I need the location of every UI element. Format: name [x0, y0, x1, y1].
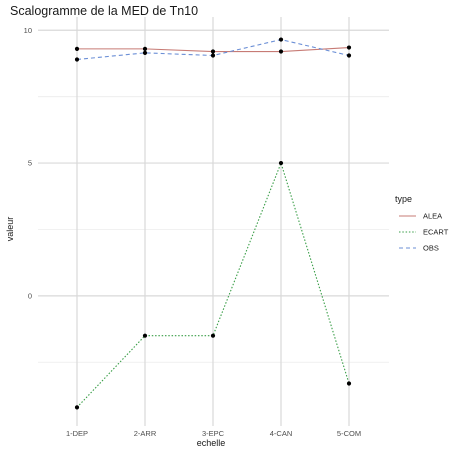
data-point-ecart	[278, 160, 284, 166]
data-point-ecart	[210, 333, 216, 338]
x-axis-ticks: 1-DEP 2-ARR 3-EPC 4-CAN 5-COM	[66, 429, 361, 438]
data-point-obs	[142, 50, 148, 55]
data-point-alea	[210, 49, 216, 54]
data-point-obs	[74, 57, 80, 62]
legend-label-obs: OBS	[423, 244, 439, 253]
grid	[38, 17, 389, 426]
points-layer	[74, 37, 352, 410]
x-tick-label: 4-CAN	[270, 429, 293, 438]
legend-label-ecart: ECART	[423, 228, 449, 237]
data-point-obs	[210, 53, 216, 58]
data-point-obs	[346, 53, 352, 58]
x-tick-label: 3-EPC	[202, 429, 225, 438]
data-point-alea	[74, 46, 80, 51]
legend-label-alea: ALEA	[423, 212, 442, 221]
series-line-ecart	[76, 161, 350, 408]
data-point-obs	[278, 37, 284, 42]
y-tick-label: 0	[28, 291, 32, 300]
data-point-alea	[142, 46, 148, 51]
y-axis-ticks: 10 5 0	[24, 26, 32, 301]
data-point-alea	[278, 49, 284, 54]
y-tick-label: 10	[24, 26, 32, 35]
legend-title: type	[395, 194, 412, 204]
x-tick-label: 5-COM	[337, 429, 361, 438]
y-axis-title: valeur	[5, 217, 15, 242]
x-tick-label: 2-ARR	[134, 429, 157, 438]
legend: type ALEA ECART OBS	[395, 194, 449, 253]
x-tick-label: 1-DEP	[66, 429, 88, 438]
chart-title: Scalogramme de la MED de Tn10	[10, 4, 198, 18]
data-point-ecart	[74, 405, 80, 410]
data-point-ecart	[346, 381, 352, 386]
y-tick-label: 5	[28, 159, 32, 168]
data-point-alea	[346, 45, 352, 50]
data-point-ecart	[142, 333, 148, 338]
x-axis-title: echelle	[197, 438, 226, 448]
